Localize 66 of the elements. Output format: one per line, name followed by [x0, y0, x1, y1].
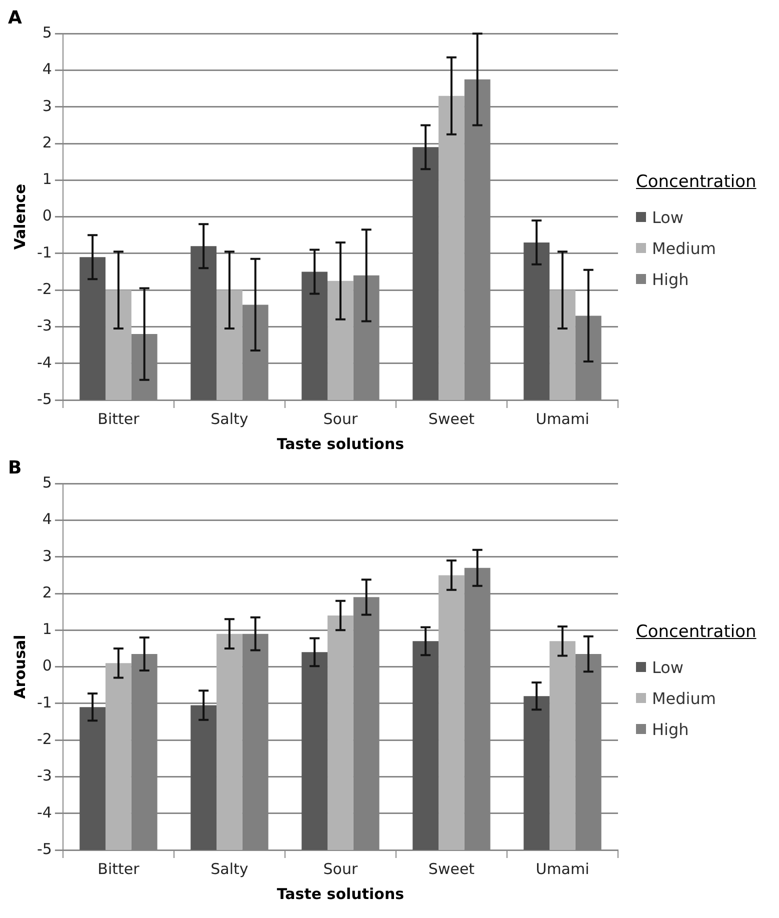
bar	[438, 575, 464, 850]
y-tick-label: 5	[42, 473, 52, 492]
y-tick-label: 1	[42, 620, 52, 638]
bar	[106, 663, 132, 850]
legend-title: Concentration	[636, 622, 758, 642]
x-tick-label: Sour	[323, 860, 358, 878]
y-axis-title: Arousal	[10, 634, 29, 699]
x-tick-label: Sweet	[428, 860, 475, 878]
y-tick-label: -3	[36, 316, 52, 335]
x-tick-label: Salty	[210, 860, 248, 878]
y-tick-label: 3	[42, 96, 52, 115]
bar	[550, 641, 576, 850]
bar	[216, 290, 242, 400]
y-tick-label: -2	[36, 280, 52, 298]
legend-label: High	[651, 270, 690, 288]
y-axis-title: Valence	[10, 184, 29, 250]
y-tick-label: -4	[36, 803, 52, 822]
bar	[412, 641, 439, 850]
x-tick-label: Bitter	[98, 410, 140, 428]
y-tick-label: 0	[42, 206, 52, 225]
x-tick-label: Salty	[210, 410, 248, 428]
y-tick-label: -2	[36, 730, 52, 748]
y-tick-label: 0	[42, 656, 52, 675]
bar	[412, 147, 439, 400]
bar	[80, 257, 106, 400]
bar	[524, 242, 550, 400]
y-tick-label: 2	[42, 133, 52, 152]
y-tick-label: 5	[42, 23, 52, 42]
bar	[302, 652, 328, 850]
bar	[80, 707, 106, 850]
bar	[190, 705, 217, 850]
legend-label: High	[651, 720, 690, 738]
bar	[216, 634, 242, 850]
bar	[438, 96, 464, 400]
legend-label: Medium	[651, 238, 717, 258]
y-tick-label: -5	[36, 840, 52, 858]
bar	[550, 290, 576, 400]
bar	[106, 290, 132, 400]
y-tick-label: 3	[42, 546, 52, 565]
legend-title: Concentration	[636, 172, 758, 192]
y-tick-label: -5	[36, 390, 52, 408]
bar	[328, 280, 354, 400]
bar	[328, 616, 354, 850]
x-axis-title: Taste solutions	[276, 434, 404, 453]
bar	[190, 246, 217, 400]
x-tick-label: Sweet	[428, 410, 475, 428]
bar	[524, 696, 550, 850]
legend-label: Low	[651, 208, 685, 226]
y-tick-label: 4	[42, 510, 52, 528]
legend-label: Medium	[651, 688, 717, 708]
y-tick-label: 4	[42, 60, 52, 78]
y-tick-label: 1	[42, 170, 52, 188]
bar	[302, 272, 328, 400]
y-tick-label: 2	[42, 583, 52, 602]
x-tick-label: Sour	[323, 410, 358, 428]
x-tick-label: Umami	[536, 860, 590, 878]
chart-title: A	[8, 7, 22, 28]
chart-title: B	[8, 457, 22, 478]
y-tick-label: -1	[36, 243, 52, 262]
x-axis-title: Taste solutions	[276, 884, 404, 903]
x-tick-label: Umami	[536, 410, 590, 428]
y-tick-label: -1	[36, 693, 52, 712]
y-tick-label: -4	[36, 353, 52, 372]
x-tick-label: Bitter	[98, 860, 140, 878]
legend-label: Low	[651, 658, 685, 676]
y-tick-label: -3	[36, 766, 52, 785]
